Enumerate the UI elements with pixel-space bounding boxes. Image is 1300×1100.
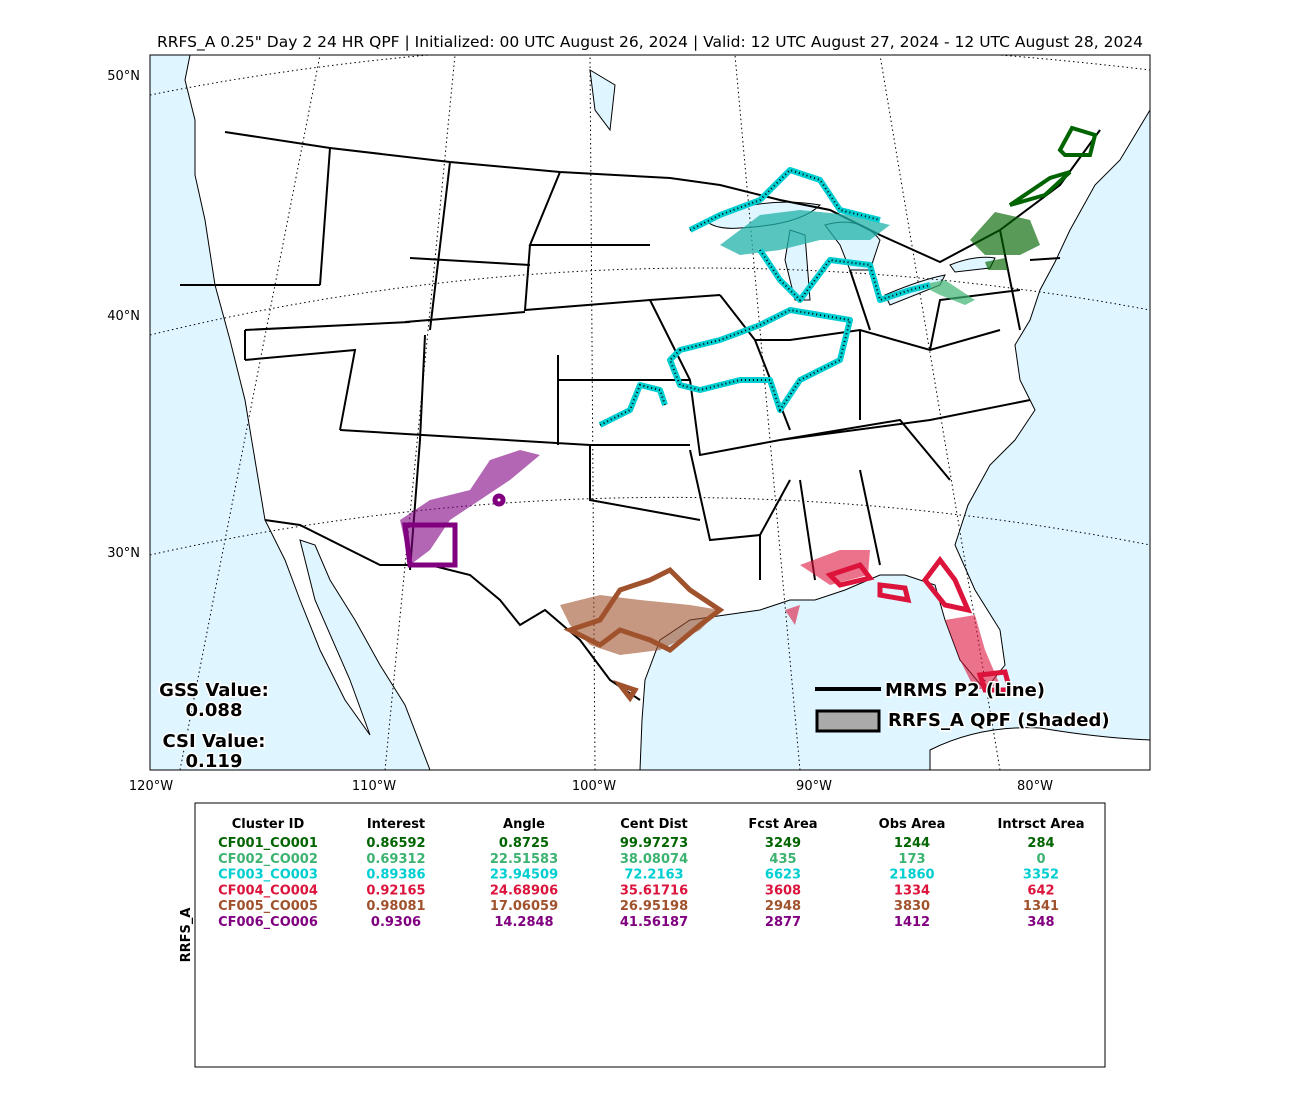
table-cell: 2948 [765,899,801,914]
legend-label: MRMS P2 (Line) [885,680,1045,701]
gss-value: 0.088 [186,700,243,721]
table-cell: 3249 [765,836,801,851]
column-header: Angle [503,817,545,832]
lat-label: 30°N [107,546,140,561]
column-header: Obs Area [879,817,946,832]
cluster-3-obs [598,167,931,428]
table-cell: 22.51583 [490,852,558,867]
lon-label: 120°W [129,779,173,794]
cluster-3 [720,210,890,255]
table-cell: CF003_CO003 [218,868,318,883]
cluster-6 [400,450,540,565]
table-cell: 0.89386 [366,868,425,883]
table-cell: 435 [769,852,796,867]
legend-patch [815,709,881,733]
table-cell: 17.06059 [490,899,558,914]
table-cell: 21860 [889,868,934,883]
table-cell: 348 [1027,915,1054,930]
table: Cluster ID Interest Angle Cent Dist Fcst Are… [218,817,1084,930]
table-cell: 3830 [894,899,930,914]
map-frame [149,54,1151,771]
scores: GSS Value: 0.088 CSI Value: 0.119 [158,679,271,772]
table-cell: 284 [1027,836,1054,851]
table-cell: 23.94509 [490,868,558,883]
graticule [150,55,1150,770]
column-header: Intrsct Area [998,817,1085,832]
table-cell: 0.9306 [371,915,421,930]
cluster-2 [920,280,975,305]
table-cell: CF005_CO005 [218,899,318,914]
table-cell: 41.56187 [620,915,688,930]
cuba [929,727,1150,770]
table-cell: CF004_CO004 [218,883,318,898]
table-frame [194,802,1106,1068]
table-cell: 3352 [1023,868,1059,883]
lat-label: 50°N [107,69,140,84]
table-cell: 0.8725 [499,836,549,851]
table-cell: CF002_CO002 [218,852,318,867]
table-cell: 1341 [1023,899,1059,914]
table-cell: 0.92165 [366,883,425,898]
table-cell: 1244 [894,836,930,851]
table-cell: 99.97273 [620,836,688,851]
table-cell: 24.68906 [490,883,558,898]
lon-labels: 120°W 110°W 100°W 90°W 80°W [129,779,1053,794]
map: MRMS P2 (Line) RRFS_A QPF (Shaded) GSS V… [150,55,1150,772]
table-cell: 26.95198 [620,899,688,914]
csi-value: 0.119 [186,751,243,772]
column-header: Interest [367,817,425,832]
table-cell: 0.98081 [366,899,425,914]
table-cell: 35.61716 [620,883,688,898]
table-cell: 1334 [894,883,930,898]
table-cell: 72.2163 [624,868,683,883]
gss-label: GSS Value: [159,680,269,701]
column-header: Cent Dist [620,817,688,832]
cluster-5-obs [563,566,725,703]
title: RRFS_A 0.25" Day 2 24 HR QPF | Initializ… [157,33,1143,52]
lon-label: 80°W [1017,779,1053,794]
clusters [400,125,1098,703]
legend: MRMS P2 (Line) RRFS_A QPF (Shaded) [815,679,1111,733]
lat-labels: 50°N 40°N 30°N [107,69,140,561]
table-cell: 173 [898,852,925,867]
cluster-6-obs [402,493,506,568]
borders [180,129,1101,701]
table-cell: 3608 [765,883,801,898]
table-cell: 642 [1027,883,1054,898]
table-cell: CF001_CO001 [218,836,318,851]
lon-label: 100°W [572,779,616,794]
table-cell: 2877 [765,915,801,930]
land [184,55,1150,770]
lat-label: 40°N [107,309,140,324]
cluster-1-obs [1008,125,1098,207]
table-cell: CF006_CO006 [218,915,318,930]
table-row-label: RRFS_A [179,908,194,963]
legend-label: RRFS_A QPF (Shaded) [888,710,1110,731]
column-header: Cluster ID [232,817,305,832]
lon-label: 110°W [352,779,396,794]
csi-label: CSI Value: [163,731,266,752]
table-cell: 1412 [894,915,930,930]
table-cell: 0.69312 [366,852,425,867]
column-header: Fcst Area [748,817,817,832]
cluster-4-obs [825,555,1014,693]
table-cell: 14.2848 [494,915,553,930]
table-cell: 0.86592 [366,836,425,851]
table-cell: 0 [1036,852,1045,867]
lon-label: 90°W [796,779,832,794]
table-cell: 38.08074 [620,852,688,867]
table-cell: 6623 [765,868,801,883]
cluster-1 [970,212,1040,270]
